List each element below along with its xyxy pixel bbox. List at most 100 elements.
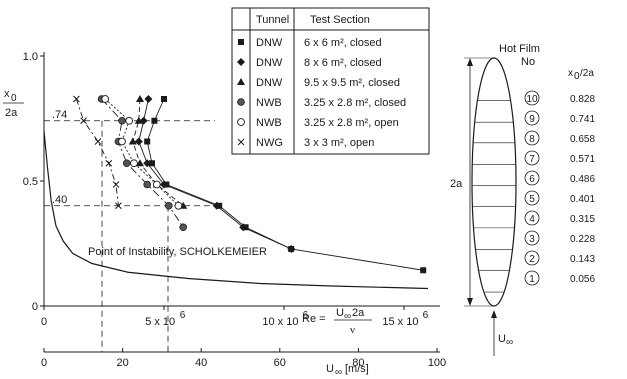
circle-open-marker [237,118,245,126]
re-tick-exponent: 6 [180,310,186,321]
film-x0: 0.486 [570,174,595,185]
legend-tunnel: DNW [256,57,283,69]
y-label-sub: 0 [11,93,17,104]
re-tick-label: 15 x 10 [382,316,418,328]
film-number: 7 [529,154,535,165]
u-axis-ticks: 0 20 40 60 80 100 [41,348,446,369]
film-x0: 0.741 [570,114,595,125]
legend-section: 9.5 x 9.5 m², closed [304,77,400,89]
diamond-filled-marker [134,137,143,146]
film-number-circle [524,150,540,166]
re-tick-exponent: 6 [303,310,309,321]
re-label-den: ν [350,324,355,336]
cross-marker [94,138,102,145]
u-axis-label: U ∞ [m/s] [326,363,369,378]
flow-label: U [498,333,506,345]
height-label: 2a [450,178,463,190]
film-number: 8 [529,134,535,145]
cross-stroke [73,95,80,103]
film-table: 10 0.828 9 0.741 8 0.658 7 0.571 6 0.486 5 0.401 4 0.… [524,90,595,286]
cross-stroke [237,138,245,146]
cross-marker [105,159,113,167]
legend-box [231,7,430,155]
height-dim-arrow-bottom [467,298,473,306]
circle-filled-marker [143,180,152,189]
legend-tunnel: NWG [256,137,283,149]
x0-header-x: x [568,68,573,79]
legend-header-section: Test Section [310,14,370,26]
y-ticks: 0 0.5 1.0 [23,51,44,313]
triangle-filled-marker [134,116,143,124]
square-filled-marker [161,96,167,102]
film-number: 3 [529,234,535,245]
film-x0: 0.571 [570,154,595,165]
re-label-num-tail: 2a [352,307,365,319]
triangle-filled-marker [136,95,144,102]
u-label-sub: ∞ [335,367,342,378]
cross-stroke [80,117,87,125]
film-number-circle [524,190,540,206]
film-x0: 0.401 [570,194,595,205]
x0-header-tail: /2a [580,68,594,79]
legend-section: 3.25 x 2.8 m², closed [304,97,406,109]
u-tick-label: 60 [274,357,286,369]
diamond-filled-marker [239,223,248,232]
u-tick-label: 100 [428,357,446,369]
re-label-num-sub: ∞ [344,311,351,322]
cross-marker [80,117,87,125]
film-number-circle [524,230,540,246]
legend-section: 3 x 3 m², open [304,137,374,149]
re-tick-label: 10 x 10 [262,316,298,328]
x0-header-sub: 0 [574,71,580,82]
height-dim-arrow-top [467,58,473,66]
film-number: 5 [529,194,535,205]
cross-marker [73,95,80,103]
cross-stroke [115,202,122,210]
y-tick-label: 0.5 [23,176,38,188]
circle-open-marker [130,159,138,168]
reference-line-label: .40 [52,194,67,206]
square-filled-marker [151,117,158,124]
diamond-filled-marker [237,58,245,66]
legend-rows: DNW 6 x 6 m², closed DNW 8 x 6 m², closed DN… [237,37,406,149]
reference-line-label: .74 [52,109,67,121]
film-number-circle [524,170,540,186]
legend-tunnel: DNW [256,37,283,49]
film-number-circle [524,110,540,126]
legend-tunnel: NWB [256,97,282,109]
film-number: 4 [529,214,535,225]
legend-section: 3.25 x 2.8 m², open [304,117,399,129]
cross-stroke [94,138,102,145]
film-number-circle [524,90,540,106]
u-tick-label: 20 [116,357,128,369]
triangle-filled-marker [136,159,144,167]
square-filled-marker [144,138,151,145]
circle-open-marker [152,180,161,189]
diamond-filled-marker [160,180,168,189]
triangle-filled-marker [237,78,245,85]
hot-film-no-header: No [521,56,535,68]
triangle-filled-marker [128,137,137,145]
film-number-circle [524,210,540,226]
film-number: 10 [526,94,538,105]
legend-header-tunnel: Tunnel [256,14,289,26]
series-line [75,98,119,206]
film-x0: 0.228 [570,234,595,245]
circle-open-marker [174,201,183,210]
hot-film-header: Hot Film [499,43,540,55]
circle-open-marker [118,137,126,146]
series-line [138,98,292,250]
legend-section: 6 x 6 m², closed [304,37,382,49]
u-tick-label: 80 [352,357,364,369]
film-x0: 0.056 [570,274,595,285]
series-circle-open [101,95,183,210]
re-axis-ticks: 0 5 x 10 6 10 x 10 6 15 x 10 6 [41,306,429,328]
circle-filled-marker [123,159,131,168]
body-outline [471,57,517,307]
square-filled-marker [420,267,427,274]
series-line [132,98,184,207]
legend: Tunnel Test Section DNW 6 x 6 m², closed D… [231,7,430,155]
legend-tunnel: DNW [256,77,283,89]
body-diagram: Hot Film No x 0 /2a 10 0.828 9 0.741 8 0.658 7… [450,43,595,356]
cross-marker [112,181,120,188]
